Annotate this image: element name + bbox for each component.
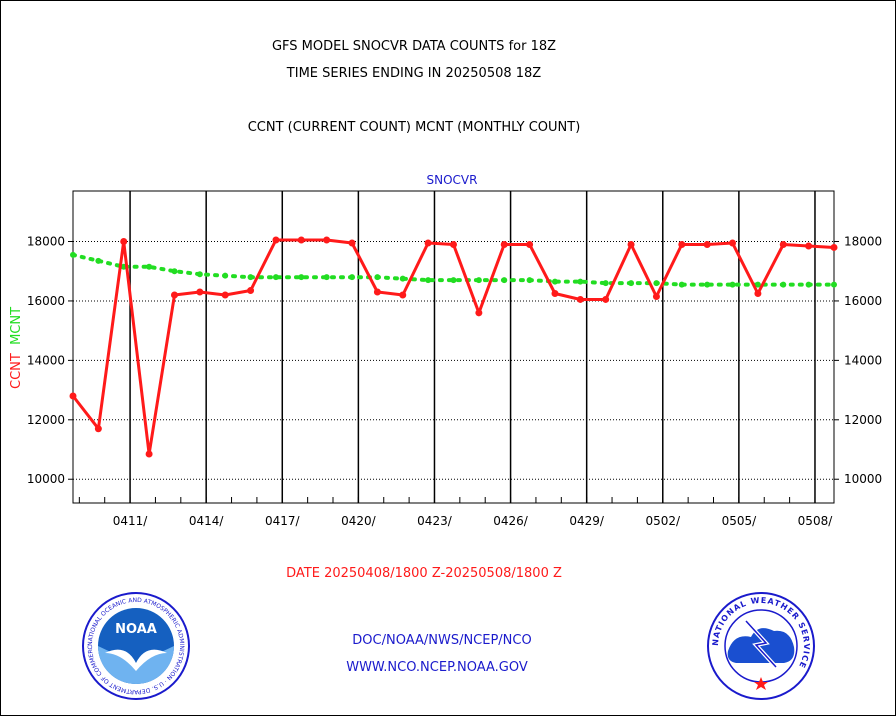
data-point-mcnt — [754, 281, 761, 288]
data-point-mcnt — [526, 277, 533, 284]
data-point-mcnt — [628, 280, 635, 287]
data-point-ccnt — [703, 240, 711, 248]
data-point-mcnt — [551, 278, 558, 285]
date-range-label: DATE 20250408/1800 Z-20250508/1800 Z — [286, 566, 562, 581]
x-tick-label: 0414/ — [189, 514, 225, 528]
website-link[interactable]: WWW.NCO.NCEP.NOAA.GOV — [346, 660, 528, 675]
x-tick-label: 0417/ — [265, 514, 301, 528]
y-tick-label-right: 10000 — [844, 472, 882, 486]
x-tick-label: 0508/ — [798, 514, 834, 528]
data-point-mcnt — [501, 277, 508, 284]
y-axis-label-ccnt: CCNT — [9, 353, 24, 389]
data-point-mcnt — [729, 281, 736, 288]
data-point-mcnt — [831, 281, 837, 288]
x-tick-label: 0429/ — [569, 514, 605, 528]
data-point-ccnt — [551, 290, 559, 298]
data-point-mcnt — [146, 263, 153, 270]
data-point-ccnt — [170, 291, 178, 299]
data-point-mcnt — [323, 274, 330, 281]
y-tick-label-right: 14000 — [844, 353, 882, 367]
data-point-ccnt — [805, 242, 813, 250]
data-point-mcnt — [653, 280, 660, 287]
data-point-ccnt — [830, 243, 838, 251]
data-point-ccnt — [373, 288, 381, 296]
data-point-ccnt — [576, 295, 584, 303]
y-axis-label-mcnt: MCNT — [9, 306, 24, 345]
data-point-ccnt — [399, 291, 407, 299]
data-point-mcnt — [805, 281, 812, 288]
data-point-mcnt — [475, 277, 482, 284]
data-point-ccnt — [247, 287, 255, 295]
data-point-mcnt — [349, 274, 356, 281]
data-point-ccnt — [120, 238, 128, 246]
data-point-mcnt — [171, 268, 178, 275]
data-point-mcnt — [298, 274, 305, 281]
data-point-ccnt — [627, 240, 635, 248]
data-point-mcnt — [272, 274, 279, 281]
data-point-ccnt — [272, 236, 280, 244]
y-tick-label-left: 18000 — [27, 235, 65, 249]
data-point-ccnt — [754, 290, 762, 298]
data-point-ccnt — [475, 309, 483, 317]
data-point-mcnt — [399, 275, 406, 282]
data-point-mcnt — [704, 281, 711, 288]
data-point-ccnt — [526, 240, 534, 248]
y-tick-label-left: 14000 — [27, 353, 65, 367]
y-tick-label-left: 10000 — [27, 472, 65, 486]
data-point-mcnt — [247, 274, 254, 281]
org-path-text: DOC/NOAA/NWS/NCEP/NCO — [352, 633, 532, 648]
chart-title-line2: TIME SERIES ENDING IN 20250508 18Z — [286, 66, 542, 81]
noaa-logo-icon: NOAA NATIONAL OCEANIC AND ATMOSPHERIC AD… — [81, 591, 190, 700]
data-point-ccnt — [196, 288, 204, 296]
x-tick-label: 0411/ — [113, 514, 149, 528]
y-tick-label-right: 16000 — [844, 294, 882, 308]
data-point-ccnt — [602, 295, 610, 303]
data-point-ccnt — [652, 292, 660, 300]
data-point-mcnt — [374, 274, 381, 281]
data-point-ccnt — [297, 236, 305, 244]
plot-area — [72, 190, 835, 504]
data-point-ccnt — [729, 239, 737, 247]
time-series-chart: 10000 10000 12000 12000 14000 14000 16000 16000… — [27, 190, 882, 528]
plot-title: SNOCVR — [426, 173, 478, 187]
y-tick-label-right: 18000 — [844, 235, 882, 249]
data-point-mcnt — [450, 277, 457, 284]
noaa-logo-wordmark: NOAA — [115, 622, 157, 637]
y-tick-label-right: 12000 — [844, 413, 882, 427]
data-point-ccnt — [779, 240, 787, 248]
data-point-ccnt — [348, 239, 356, 247]
data-point-mcnt — [196, 271, 203, 278]
data-point-ccnt — [424, 239, 432, 247]
data-point-mcnt — [222, 272, 229, 279]
data-point-ccnt — [450, 240, 457, 248]
data-point-ccnt — [500, 240, 508, 248]
data-point-ccnt — [323, 236, 331, 244]
data-point-ccnt — [69, 392, 77, 400]
data-point-ccnt — [145, 450, 153, 458]
x-tick-label: 0502/ — [645, 514, 681, 528]
data-point-mcnt — [678, 281, 685, 288]
data-point-ccnt — [94, 425, 102, 433]
data-point-mcnt — [425, 277, 432, 284]
x-tick-label: 0426/ — [493, 514, 529, 528]
data-point-mcnt — [70, 251, 76, 258]
chart-title-line1: GFS MODEL SNOCVR DATA COUNTS for 18Z — [271, 39, 557, 54]
nws-logo-icon: NATIONAL WEATHER SERVICE — [707, 592, 815, 700]
data-point-mcnt — [602, 280, 609, 287]
data-point-mcnt — [577, 278, 584, 285]
data-point-mcnt — [780, 281, 787, 288]
y-tick-label-left: 16000 — [27, 294, 65, 308]
data-point-mcnt — [95, 257, 102, 264]
x-tick-label: 0423/ — [417, 514, 453, 528]
chart-subtitle: CCNT (CURRENT COUNT) MCNT (MONTHLY COUNT… — [247, 120, 581, 135]
x-tick-label: 0420/ — [341, 514, 377, 528]
y-tick-label-left: 12000 — [27, 413, 65, 427]
data-point-ccnt — [678, 240, 686, 248]
data-point-ccnt — [221, 291, 229, 299]
x-tick-label: 0505/ — [722, 514, 758, 528]
